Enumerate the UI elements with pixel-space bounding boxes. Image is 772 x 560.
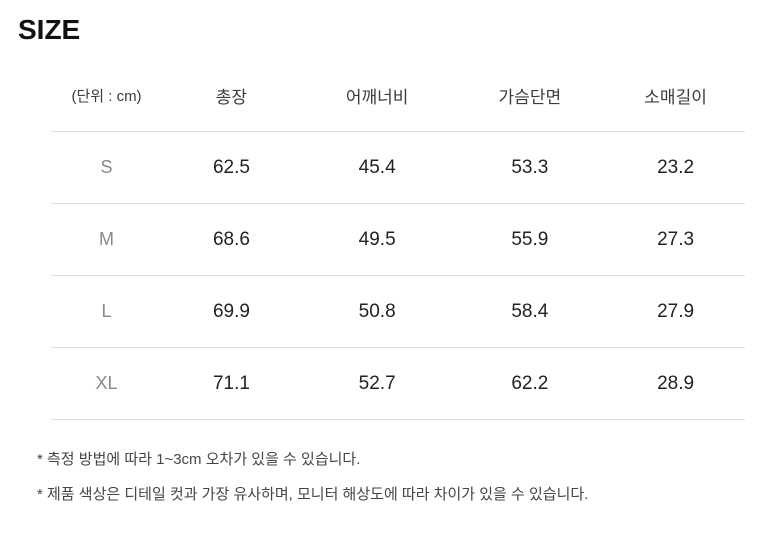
note-measurement-tolerance: * 측정 방법에 따라 1~3cm 오차가 있을 수 있습니다. xyxy=(37,451,361,468)
size-label-s: S xyxy=(51,131,163,204)
unit-label: (단위 : cm) xyxy=(51,60,163,132)
size-label-xl: XL xyxy=(51,347,163,420)
note-color-difference: * 제품 색상은 디테일 컷과 가장 유사하며, 모니터 해상도에 따라 차이가… xyxy=(37,486,589,503)
measurement-cell: 53.3 xyxy=(453,131,607,204)
measurement-cell: 28.9 xyxy=(606,347,745,420)
column-header-total-length: 총장 xyxy=(162,60,301,132)
size-table: (단위 : cm) 총장 어깨너비 가슴단면 소매길이 S 62.5 45.4 … xyxy=(51,60,745,420)
measurement-cell: 71.1 xyxy=(162,347,301,420)
table-row-m: M 68.6 49.5 55.9 27.3 xyxy=(51,203,745,276)
table-header-row: (단위 : cm) 총장 어깨너비 가슴단면 소매길이 xyxy=(51,60,745,132)
column-header-shoulder-width: 어깨너비 xyxy=(300,60,454,132)
notes: * 측정 방법에 따라 1~3cm 오차가 있을 수 있습니다. * 제품 색상… xyxy=(37,451,752,504)
measurement-cell: 68.6 xyxy=(162,203,301,276)
measurement-cell: 23.2 xyxy=(606,131,745,204)
size-label-m: M xyxy=(51,203,163,276)
measurement-cell: 69.9 xyxy=(162,275,301,348)
measurement-cell: 62.5 xyxy=(162,131,301,204)
table-row-xl: XL 71.1 52.7 62.2 28.9 xyxy=(51,347,745,420)
page-title: SIZE xyxy=(18,14,81,45)
size-label-l: L xyxy=(51,275,163,348)
measurement-cell: 58.4 xyxy=(453,275,607,348)
measurement-cell: 55.9 xyxy=(453,203,607,276)
measurement-cell: 27.3 xyxy=(606,203,745,276)
measurement-cell: 62.2 xyxy=(453,347,607,420)
column-header-chest-width: 가슴단면 xyxy=(453,60,607,132)
table-row-s: S 62.5 45.4 53.3 23.2 xyxy=(51,131,745,204)
measurement-cell: 52.7 xyxy=(300,347,454,420)
size-section: SIZE (단위 : cm) 총장 어깨너비 가슴단면 소매길이 S 62.5 … xyxy=(0,14,772,504)
table-row-l: L 69.9 50.8 58.4 27.9 xyxy=(51,275,745,348)
measurement-cell: 45.4 xyxy=(300,131,454,204)
measurement-cell: 27.9 xyxy=(606,275,745,348)
column-header-sleeve-length: 소매길이 xyxy=(606,60,745,132)
measurement-cell: 49.5 xyxy=(300,203,454,276)
measurement-cell: 50.8 xyxy=(300,275,454,348)
